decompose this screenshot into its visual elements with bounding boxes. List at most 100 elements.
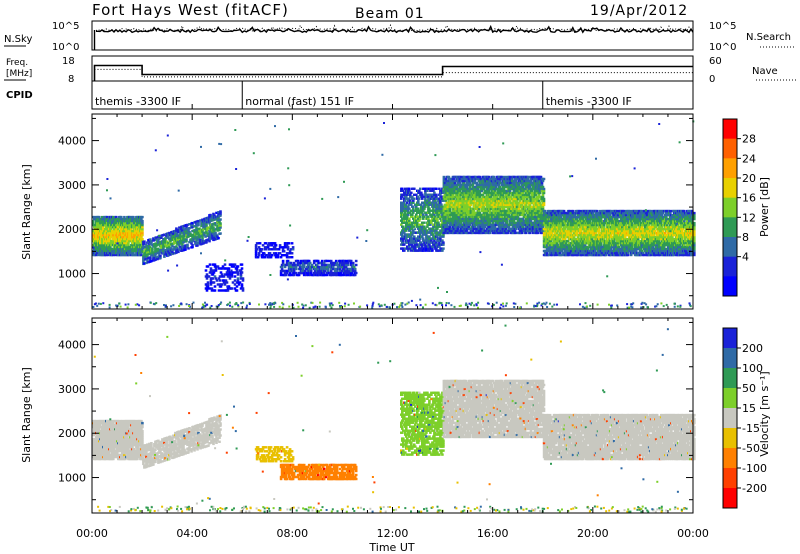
echo-cell (436, 211, 439, 214)
echo-cell (442, 241, 445, 244)
echo-cell (435, 241, 438, 244)
echo-cell (254, 250, 258, 253)
nave-tick-top: 60 (709, 56, 722, 67)
echo-cell (435, 229, 438, 232)
echo-cell (485, 185, 489, 189)
echo-cell (435, 193, 438, 196)
echo-cell (258, 242, 262, 245)
echo-cell (486, 201, 490, 205)
echo-cell (349, 259, 353, 263)
echo-cell (533, 209, 537, 213)
echo-cell (464, 183, 468, 187)
echo-cell (487, 181, 491, 185)
echo-cell (316, 269, 320, 273)
echo-cell (504, 177, 508, 181)
echo-cell (411, 227, 414, 230)
echo-cell (333, 271, 337, 275)
echo-cell (185, 238, 188, 241)
echo-cell (128, 245, 131, 249)
echo-cell (523, 207, 527, 211)
echo-cell (159, 254, 162, 258)
echo-cell (419, 211, 422, 214)
echo-cell (480, 225, 484, 229)
echo-cell (255, 248, 259, 251)
echo-cell (519, 201, 523, 205)
echo-cell (467, 231, 471, 235)
echo-cell (109, 237, 112, 241)
echo-cell (446, 183, 450, 187)
echo-cell (431, 201, 434, 204)
echo-cell (142, 260, 145, 264)
echo-cell (458, 205, 462, 209)
echo-cell (411, 239, 414, 242)
echo-cell (206, 265, 210, 268)
echo-cell (299, 267, 303, 271)
echo-cell (512, 191, 516, 195)
echo-cell (521, 185, 525, 189)
echo-cell (513, 223, 517, 227)
echo-cell (213, 228, 216, 231)
echo-cell (210, 289, 214, 292)
echo-cell (491, 227, 495, 231)
echo-cell (536, 187, 540, 191)
echo-cell (279, 256, 283, 259)
echo-cell (485, 227, 489, 231)
echo-cell (274, 252, 278, 255)
echo-cell (468, 175, 472, 179)
echo-cell (302, 263, 306, 267)
echo-cell (479, 177, 483, 181)
echo-cell (131, 217, 134, 221)
echo-cell (107, 225, 110, 229)
echo-cell (505, 191, 509, 195)
echo-cell (465, 229, 469, 233)
echo-cell (534, 215, 538, 219)
echo-cell (406, 201, 409, 204)
echo-cell (219, 271, 223, 274)
echo-cell (241, 277, 245, 280)
echo-cell (181, 243, 184, 246)
echo-cell (412, 199, 415, 202)
echo-cell (448, 209, 452, 213)
echo-cell (136, 229, 139, 233)
echo-cell (209, 281, 213, 284)
echo-cell (493, 225, 497, 229)
echo-cell (260, 248, 264, 251)
echo-cell (403, 207, 406, 210)
echo-cell (408, 203, 411, 206)
echo-cell (116, 251, 119, 255)
echo-cell (477, 221, 481, 225)
echo-cell (512, 219, 516, 223)
echo-cell (241, 289, 245, 292)
echo-cell (191, 221, 194, 225)
echo-cell (162, 245, 165, 249)
echo-cell (408, 187, 411, 190)
echo-cell (105, 253, 108, 257)
echo-cell (414, 217, 417, 220)
echo-cell (419, 215, 422, 218)
noise-right-label: N.Search (746, 32, 791, 43)
echo-cell (475, 199, 479, 203)
echo-cell (407, 205, 410, 208)
echo-cell (506, 231, 510, 235)
echo-cell (512, 195, 516, 199)
echo-cell (446, 221, 450, 225)
echo-cell (407, 213, 410, 216)
echo-cell (416, 245, 419, 248)
echo-cell (157, 239, 160, 242)
echo-cell (287, 263, 291, 267)
echo-cell (146, 259, 149, 262)
echo-cell (401, 219, 404, 222)
date-label: 19/Apr/2012 (590, 3, 688, 19)
echo-cell (402, 227, 405, 230)
echo-cell (453, 221, 457, 225)
echo-cell (280, 267, 284, 271)
echo-cell (338, 269, 342, 273)
echo-cell (423, 187, 426, 190)
echo-cell (459, 183, 463, 187)
echo-cell (460, 215, 464, 219)
echo-cell (432, 207, 435, 210)
echo-cell (427, 205, 430, 208)
echo-cell (536, 221, 540, 225)
echo-cell (432, 199, 435, 202)
echo-cell (218, 220, 221, 224)
